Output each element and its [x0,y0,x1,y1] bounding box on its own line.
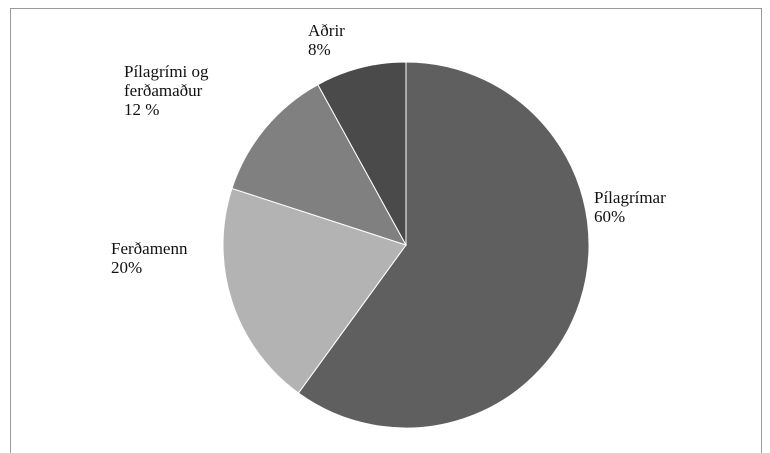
pie-slice-4 [317,61,407,246]
pie-label-line: Pílagrímar [594,188,666,207]
pie-slice-3 [231,83,408,246]
pie-label-line: ferðamaður [124,81,203,100]
pie-slices [222,61,590,429]
pie-slice-1 [297,61,590,429]
pie-label-line: 60% [594,207,625,226]
pie-label-line: 12 % [124,100,159,119]
pie-slice-2 [222,187,407,394]
pie-label-line: Ferðamenn [111,239,188,258]
pie-labels: Pílagrímar 60% Ferðamenn 20% Pílagrími og fer… [111,21,666,277]
pie-label-line: Pílagrími og [124,62,209,81]
pie-label-line: Aðrir [308,21,345,40]
pie-label-line: 20% [111,258,142,277]
pie-slice-label-3: Pílagrími og ferðamaður 12 % [124,62,209,119]
pie-slice-label-4: Aðrir 8% [308,21,345,59]
pie-slice-label-2: Ferðamenn 20% [111,239,188,277]
pie-label-line: 8% [308,40,331,59]
pie-slice-label-1: Pílagrímar 60% [594,188,666,226]
